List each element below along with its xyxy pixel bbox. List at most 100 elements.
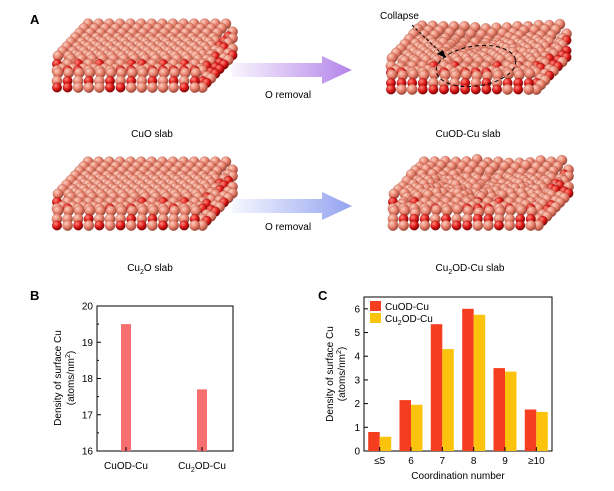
oxygen-atom <box>52 82 62 93</box>
copper-atom <box>472 220 484 231</box>
chart-b-bar <box>121 324 131 451</box>
o-removal-label-top: O removal <box>265 90 311 101</box>
chart-c-xtick-label: ≥10 <box>528 456 545 467</box>
copper-atom <box>72 82 84 93</box>
oxygen-atom <box>179 220 190 231</box>
chart-b: Density of surface Cu (atoms/nm2) 16 17 18… <box>53 302 234 474</box>
oxygen-atom <box>449 84 460 95</box>
oxygen-atom <box>439 84 449 95</box>
chart-c-ytick-label: 0 <box>354 447 360 458</box>
chart-c-bar-cu2od-cu <box>442 349 454 451</box>
chart-c-bar-cuod-cu <box>399 400 411 451</box>
o-removal-arrow-bottom <box>232 192 352 220</box>
panel-label-b: B <box>30 288 39 303</box>
copper-atom <box>387 220 399 231</box>
chart-c-xtick-label: 6 <box>408 456 414 467</box>
copper-atom <box>157 82 169 93</box>
copper-atom <box>431 204 442 216</box>
cu2o-slab-illustration <box>51 156 238 231</box>
oxygen-atom <box>430 220 441 231</box>
oxygen-atom <box>513 84 524 95</box>
copper-atom <box>502 84 513 95</box>
chart-b-ytick-label: 16 <box>82 447 94 458</box>
chart-c-bar-cuod-cu <box>524 409 537 451</box>
copper-atom <box>452 204 463 215</box>
oxygen-atom <box>105 82 115 93</box>
copper-atom <box>440 220 452 231</box>
cuod-cu-slab-label: CuOD-Cu slab <box>435 129 500 140</box>
chart-b-ytick-label: 18 <box>82 374 94 385</box>
oxygen-atom <box>52 220 62 231</box>
cu2o-slab-label: Cu2O slab <box>127 263 173 276</box>
copper-atom <box>406 84 418 95</box>
oxygen-atom <box>115 220 126 231</box>
chart-c-ytick-label: 6 <box>354 304 360 315</box>
cu2od-cu-slab-label: Cu2OD-Cu slab <box>436 263 505 276</box>
oxygen-atom <box>409 220 420 231</box>
oxygen-atom <box>94 220 105 231</box>
chart-b-xtick-label: CuOD-Cu <box>104 461 148 472</box>
copper-atom <box>524 68 536 80</box>
oxygen-atom <box>451 220 462 231</box>
chart-c-legend: CuOD-Cu Cu2OD-Cu <box>370 301 433 327</box>
copper-atom <box>83 82 95 93</box>
copper-atom <box>125 220 137 231</box>
chart-c-ytick-label: 3 <box>354 375 360 386</box>
oxygen-atom <box>417 84 428 95</box>
copper-atom <box>419 220 431 231</box>
chart-c-ytick-label: 4 <box>354 352 360 363</box>
o-removal-label-bottom: O removal <box>265 222 311 233</box>
chart-b-bar <box>197 389 207 451</box>
cu2od-cu-slab-illustration <box>387 154 574 231</box>
chart-c-xtick-label: 7 <box>440 456 446 467</box>
copper-atom <box>407 69 419 80</box>
legend-label-cuod-cu: CuOD-Cu <box>385 302 429 313</box>
collapse-pointer-head <box>437 50 446 58</box>
chart-b-ytick-label: 20 <box>82 302 94 313</box>
oxygen-atom <box>428 84 439 95</box>
copper-atom <box>62 220 73 231</box>
oxygen-atom <box>386 84 396 95</box>
chart-c-bar-cu2od-cu <box>473 314 486 451</box>
chart-c-xtick-label: 8 <box>471 456 477 467</box>
chart-c-bar-cu2od-cu <box>505 371 517 451</box>
legend-swatch-cuod-cu <box>370 301 381 311</box>
copper-atom <box>168 220 179 231</box>
chart-c-xtick-label: 9 <box>502 456 508 467</box>
oxygen-atom <box>462 220 473 231</box>
copper-atom <box>515 205 527 216</box>
chart-c-ytick-label: 2 <box>354 399 360 410</box>
chart-b-ytick-label: 17 <box>82 410 94 421</box>
chart-c-bar-cuod-cu <box>462 308 474 451</box>
copper-atom <box>94 82 105 93</box>
copper-atom <box>104 220 116 231</box>
copper-atom <box>396 84 407 95</box>
legend-label-cu2od-cu: Cu2OD-Cu <box>385 314 433 327</box>
copper-atom <box>504 220 515 231</box>
copper-atom <box>398 220 409 231</box>
copper-atom <box>189 82 201 93</box>
chart-c-bar-cu2od-cu <box>536 411 548 451</box>
collapse-region-ellipse <box>435 44 517 88</box>
chart-c: Density of surface Cu (atoms/nm2) Coordi… <box>325 296 553 482</box>
oxygen-atom <box>492 84 502 95</box>
chart-c-ytick-label: 5 <box>354 328 360 339</box>
cuo-slab-illustration <box>51 18 238 93</box>
oxygen-atom <box>481 84 492 95</box>
chart-c-ylabel-line1: Density of surface Cu <box>325 326 336 422</box>
chart-b-xtick-label: Cu2OD-Cu <box>178 461 226 474</box>
oxygen-atom <box>73 220 84 231</box>
copper-atom <box>168 82 179 93</box>
chart-c-bar-cu2od-cu <box>379 436 392 451</box>
chart-c-xtick-label: ≤5 <box>374 456 385 467</box>
copper-atom <box>189 220 201 231</box>
chart-c-ylabel-line2: (atoms/nm2) <box>336 347 348 401</box>
cuo-slab-label: CuO slab <box>131 129 173 140</box>
oxygen-atom <box>158 220 168 231</box>
oxygen-atom <box>494 220 504 231</box>
chart-c-ytick-label: 1 <box>354 423 360 434</box>
cuod-cu-slab-illustration <box>385 18 572 95</box>
chart-c-frame <box>363 296 553 452</box>
copper-atom <box>523 84 535 95</box>
oxygen-atom <box>470 84 481 95</box>
